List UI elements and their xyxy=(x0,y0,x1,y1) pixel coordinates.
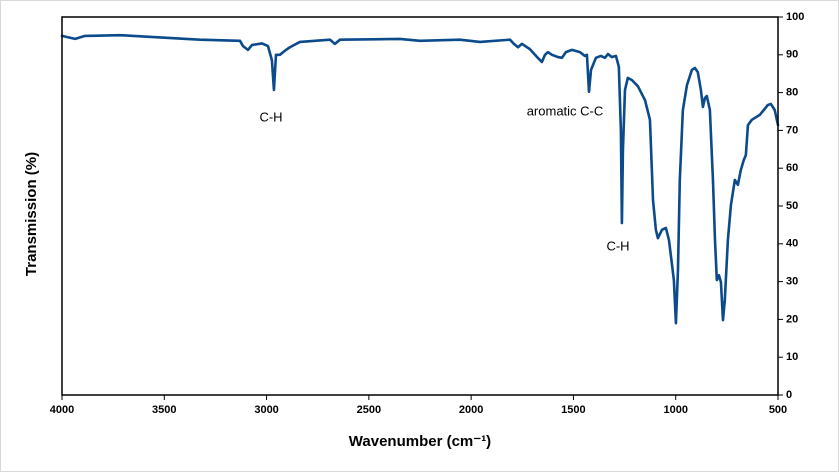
y-tick-label: 10 xyxy=(786,351,798,363)
x-tick-label: 2500 xyxy=(357,404,381,416)
y-tick-label: 0 xyxy=(786,389,792,401)
x-tick-label: 1500 xyxy=(561,404,585,416)
annotation: aromatic C-C xyxy=(527,103,604,118)
x-tick-label: 2000 xyxy=(459,404,483,416)
y-tick-label: 80 xyxy=(786,87,798,99)
plot-frame xyxy=(61,16,779,396)
y-axis-label: Transmission (%) xyxy=(23,152,40,276)
y-tick-label: 40 xyxy=(786,238,798,250)
y-tick-label: 50 xyxy=(786,200,798,212)
x-tick-label: 500 xyxy=(769,404,787,416)
y-tick-label: 100 xyxy=(786,11,804,23)
y-tick-label: 30 xyxy=(786,276,798,288)
y-tick-label: 60 xyxy=(786,162,798,174)
annotation: C-H xyxy=(606,238,629,253)
x-tick-label: 4000 xyxy=(50,404,74,416)
x-tick-label: 3500 xyxy=(152,404,176,416)
annotation: C-H xyxy=(259,109,282,124)
x-tick-label: 1000 xyxy=(663,404,687,416)
spectrum-line xyxy=(60,33,780,325)
y-tick-label: 90 xyxy=(786,49,798,61)
x-tick-label: 3000 xyxy=(254,404,278,416)
y-tick-label: 70 xyxy=(786,124,798,136)
y-tick-label: 20 xyxy=(786,313,798,325)
x-axis-label: Wavenumber (cm⁻¹) xyxy=(349,433,491,450)
